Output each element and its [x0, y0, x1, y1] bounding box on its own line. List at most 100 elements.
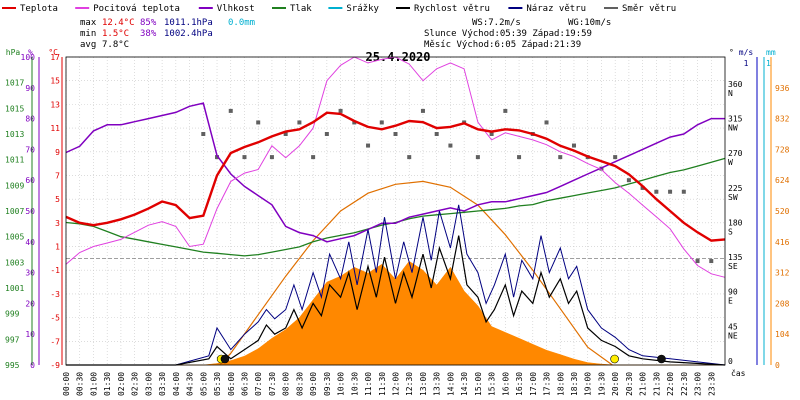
- tick-label-time: 20:30: [625, 372, 634, 396]
- sunset-marker: [610, 354, 619, 364]
- wind-direction-point: [544, 120, 549, 125]
- tick-label-pressure: 999: [5, 310, 20, 319]
- tick-label-pressure: 1007: [5, 207, 24, 216]
- tick-label-wind-deg: 45: [728, 322, 738, 331]
- tick-label-time: 21:00: [639, 372, 648, 396]
- tick-label-time: 11:30: [378, 372, 387, 396]
- wind-direction-point: [420, 108, 425, 113]
- tick-label-pressure: 995: [5, 361, 20, 370]
- wind-direction-point: [407, 155, 412, 160]
- stat-max-precip: 0.0mm: [228, 18, 255, 28]
- tick-label-wind-compass: SE: [728, 262, 738, 271]
- legend-item-temp: Teplota: [2, 4, 58, 14]
- tick-label-humidity: 50: [25, 207, 35, 216]
- axis-unit-pressure: hPa: [6, 48, 21, 57]
- tick-label-time: 05:30: [213, 372, 222, 396]
- tick-label-time: 00:00: [62, 372, 71, 396]
- tick-label-time: 19:00: [584, 372, 593, 396]
- tick-label-time: 23:00: [694, 372, 703, 396]
- tick-label-time: 16:30: [515, 372, 524, 396]
- stat-moon: Měsíc Východ:6:05 Západ:21:39: [424, 40, 581, 50]
- tick-label-temperature: 1: [55, 243, 60, 252]
- tick-label-time: 13:00: [419, 372, 428, 396]
- tick-label-pressure: 1009: [5, 181, 24, 190]
- legend-label: Náraz větru: [526, 4, 586, 14]
- tick-label-time: 22:30: [680, 372, 689, 396]
- tick-label-time: 07:30: [268, 372, 277, 396]
- tick-label-temperature: -7: [50, 337, 60, 346]
- axis-unit-wind-dir: °: [729, 48, 734, 57]
- stat-max-temp: 12.4°C: [102, 18, 135, 28]
- tick-label-time: 17:00: [529, 372, 538, 396]
- plot-frame: [65, 56, 726, 366]
- legend-item-wind: Rychlost větru: [396, 4, 490, 14]
- tick-label-solar: 416: [775, 238, 790, 247]
- tick-label-time: 02:00: [117, 372, 126, 396]
- tick-label-humidity: 70: [25, 145, 35, 154]
- wind-direction-point: [613, 155, 618, 160]
- tick-label-wind-deg: 0: [728, 357, 733, 366]
- tick-label-time: 07:00: [254, 372, 263, 396]
- tick-label-time: 09:00: [309, 372, 318, 396]
- tick-label-pressure: 1015: [5, 104, 24, 113]
- stat-min-label: min: [80, 29, 96, 39]
- wind-direction-point: [475, 155, 480, 160]
- axis-humidity: % 0 10 20 30 40 50 60 70 80 90 100: [21, 48, 36, 370]
- tick-label-pressure: 1005: [5, 233, 24, 242]
- legend-label: Teplota: [20, 4, 58, 14]
- axes: hPa9959979991001100310051007100910111013…: [5, 48, 790, 396]
- tick-label-wind-deg: 315: [728, 114, 743, 123]
- legend-item-gust: Náraz větru: [508, 4, 586, 14]
- wind-direction-point: [324, 132, 329, 136]
- tick-label-temperature: 11: [50, 124, 60, 133]
- stat-max-press: 1011.1hPa: [164, 18, 213, 28]
- tick-label-time: 15:30: [488, 372, 497, 396]
- wind-direction-point: [297, 120, 302, 125]
- stat-sun: Slunce Východ:05:39 Západ:19:59: [424, 29, 592, 39]
- wind-direction-point: [434, 132, 439, 136]
- tick-label-pressure: 1013: [5, 130, 24, 139]
- tick-label-time: 14:30: [460, 372, 469, 396]
- axis-pressure: hPa 995 997 999 1001 1003 1005 1007 1009 1011 1013…: [5, 48, 24, 370]
- tick-label-time: 01:00: [89, 372, 98, 396]
- tick-label-solar: 0: [775, 361, 780, 370]
- wind-direction-point: [228, 108, 233, 113]
- wind-direction-point: [201, 132, 206, 136]
- legend-item-pressure: Tlak: [272, 4, 312, 14]
- tick-label-time: 12:00: [392, 372, 401, 396]
- tick-label-temperature: -1: [50, 266, 60, 275]
- wind-direction-point: [681, 189, 686, 194]
- tick-label-temperature: 17: [50, 53, 60, 62]
- tick-label-time: 04:00: [172, 372, 181, 396]
- legend-item-precip: Srážky: [328, 4, 379, 14]
- wind-direction-point: [242, 155, 247, 160]
- stat-max-label: max: [80, 18, 97, 28]
- tick-label-time: 00:30: [76, 372, 85, 396]
- legend: Teplota Pocitová teplota Vlhkost Tlak Srážky…: [2, 4, 676, 14]
- legend-item-feels: Pocitová teplota: [75, 4, 180, 14]
- tick-label-time: 03:30: [158, 372, 167, 396]
- tick-label-temperature: 15: [50, 77, 60, 86]
- axis-time: 00:00 00:30 01:00 01:30 02:00 02:30 03:00 03:30…: [62, 368, 746, 396]
- wind-direction-point: [558, 155, 563, 160]
- tick-label-wind-compass: NW: [728, 123, 738, 132]
- axis-wind-speed: m/s 1: [739, 48, 758, 365]
- tick-label-time: 16:00: [501, 372, 510, 396]
- tick-label-time: 21:30: [652, 372, 661, 396]
- tick-label-solar: 208: [775, 299, 790, 308]
- tick-label-temperature: 13: [50, 100, 60, 109]
- tick-label-time: 08:30: [295, 372, 304, 396]
- tick-label-time: 03:00: [144, 372, 153, 396]
- wind-direction-point: [517, 155, 522, 160]
- tick-label-solar: 312: [775, 269, 790, 278]
- wind-direction-point: [626, 178, 631, 183]
- tick-label-wind-deg: 135: [728, 253, 743, 262]
- legend-label: Rychlost větru: [414, 4, 490, 14]
- tick-label-temperature: -5: [50, 314, 60, 323]
- tick-label-humidity: 90: [25, 84, 35, 93]
- wind-direction-point: [366, 143, 371, 148]
- wind-direction-point: [448, 143, 453, 148]
- tick-label-temperature: 7: [55, 171, 60, 180]
- tick-label-wind-compass: N: [728, 89, 733, 98]
